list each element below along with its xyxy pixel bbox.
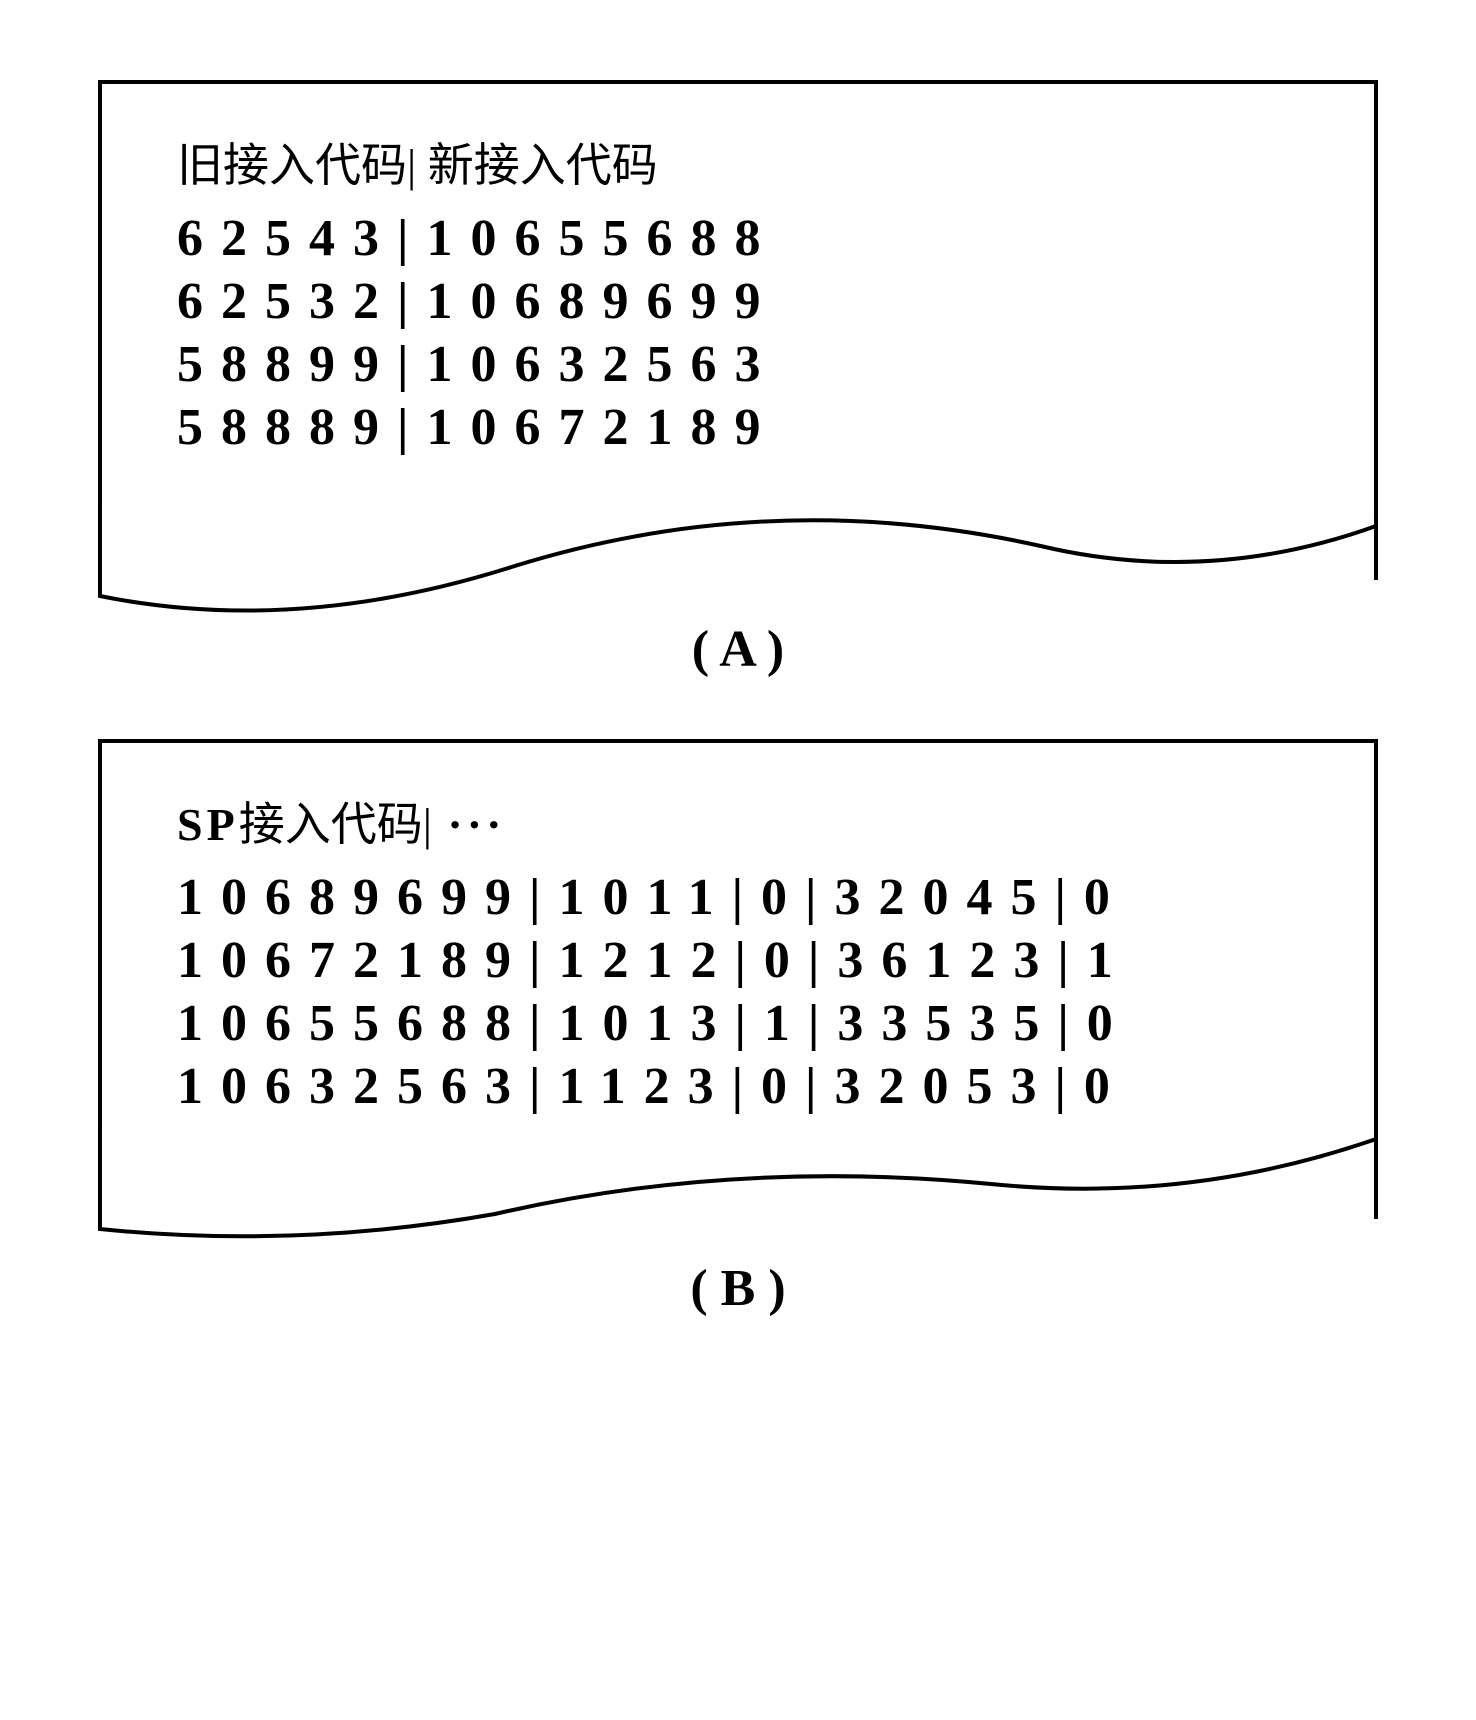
panel-a-row: 58889|10672189 [177, 398, 1319, 457]
panel-a-row: 62532|10689699 [177, 272, 1319, 331]
panel-a-header: 旧接入代码| 新接入代码 [177, 129, 1319, 195]
panel-b-row: 10672189|1212|0|36123|1 [177, 931, 1319, 990]
panel-b-wrapper: SP接入代码| ··· 10689699|1011|0|32045|0 1067… [98, 739, 1378, 1318]
header-old-label: 旧接入代码| [177, 140, 416, 191]
header-cn-label: 接入代码| [239, 799, 432, 850]
panel-b-label: ( B ) [98, 1259, 1378, 1318]
panel-a-row: 58899|10632563 [177, 335, 1319, 394]
panel-b-box: SP接入代码| ··· 10689699|1011|0|32045|0 1067… [98, 739, 1378, 1219]
panel-a-label: ( A ) [98, 620, 1378, 679]
panel-b-row: 10632563|1123|0|32053|0 [177, 1057, 1319, 1116]
header-dots: ··· [432, 799, 506, 850]
panel-b-ellipsis: ··· ··· [177, 1148, 1319, 1201]
panel-b-row: 10655688|1013|1|33535|0 [177, 994, 1319, 1053]
header-sp-label: SP [177, 799, 239, 850]
panel-a-box: 旧接入代码| 新接入代码 62543|10655688 62532|106896… [98, 80, 1378, 580]
panel-a-ellipsis: ··· ··· [177, 489, 1319, 542]
panel-a-row: 62543|10655688 [177, 209, 1319, 268]
panel-a-wrapper: 旧接入代码| 新接入代码 62543|10655688 62532|106896… [98, 80, 1378, 679]
header-new-label: 新接入代码 [428, 140, 658, 191]
panel-b-header: SP接入代码| ··· [177, 788, 1319, 854]
panel-b-row: 10689699|1011|0|32045|0 [177, 868, 1319, 927]
